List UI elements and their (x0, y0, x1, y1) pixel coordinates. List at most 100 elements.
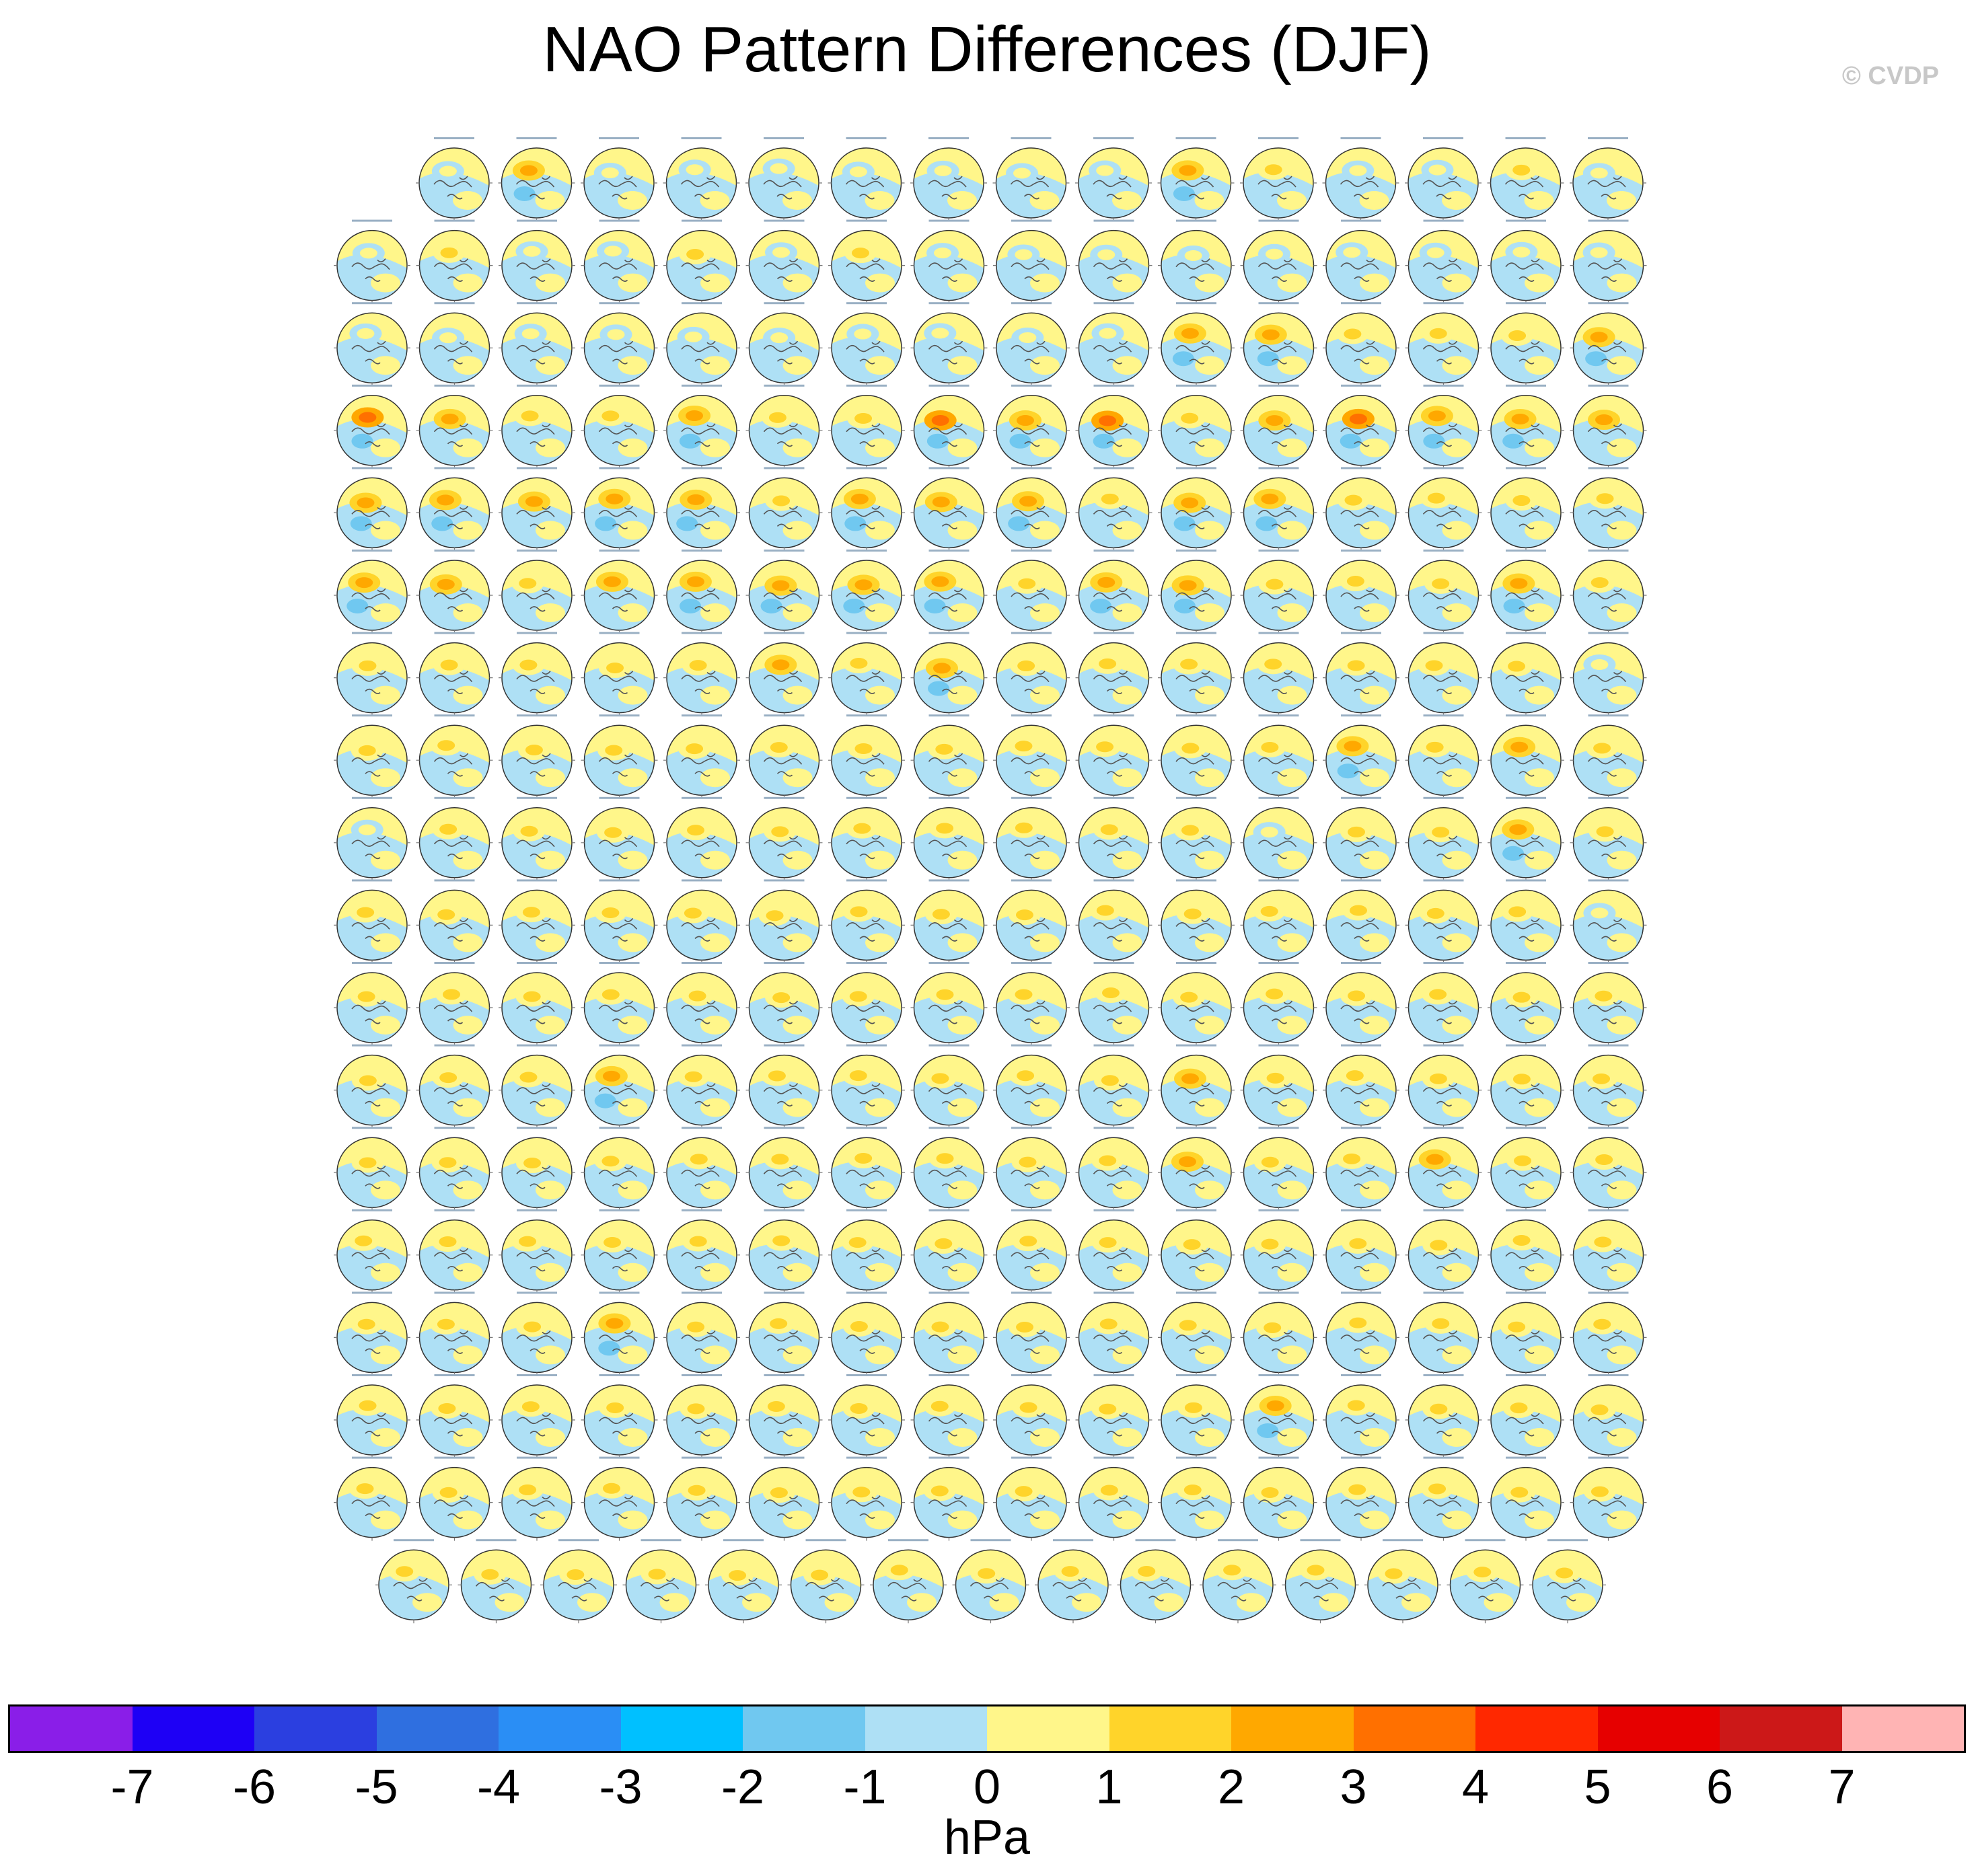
positive-anomaly-region (1030, 933, 1060, 952)
nao-difference-panel (1158, 1044, 1235, 1129)
coastline (351, 258, 390, 282)
panel-caption (1093, 1374, 1134, 1376)
anomaly-core (1099, 1403, 1117, 1415)
panel-caption (764, 467, 805, 470)
anomaly-core (770, 163, 788, 174)
anomaly-core (1510, 1487, 1529, 1498)
coastline (763, 1330, 803, 1354)
nao-difference-panel (663, 219, 740, 304)
positive-anomaly-region (1112, 521, 1142, 540)
colorbar-units-label: hPa (943, 1811, 1031, 1865)
negative-anomaly-region (925, 1093, 947, 1109)
nao-difference-panel (1158, 467, 1235, 552)
positive-anomaly-region (1277, 850, 1307, 870)
negative-anomaly-region (676, 1176, 698, 1191)
negative-anomaly-region (516, 681, 538, 696)
negative-anomaly-region (1175, 763, 1198, 779)
anomaly-core (1184, 1402, 1202, 1413)
nao-difference-panel (1323, 1044, 1399, 1129)
positive-anomaly-region (371, 438, 400, 457)
coastline (1505, 1248, 1544, 1272)
nao-difference-panel (416, 1374, 493, 1458)
panel-caption (352, 1044, 392, 1047)
coastline (928, 258, 967, 282)
positive-anomaly-region (947, 356, 978, 375)
panel-caption (434, 302, 475, 305)
nao-difference-panel (1405, 1209, 1482, 1293)
panel-caption (1011, 796, 1052, 799)
coastline (475, 1577, 515, 1602)
nao-difference-panel (375, 1539, 452, 1624)
coastline (1340, 1413, 1379, 1437)
panel-caption (846, 219, 887, 222)
negative-anomaly-region (1255, 268, 1278, 284)
positive-anomaly-region (1607, 1428, 1637, 1447)
coastline (1093, 1413, 1132, 1437)
panel-caption (1093, 302, 1134, 305)
nao-difference-panel (1323, 962, 1399, 1046)
positive-anomaly-region (618, 1180, 648, 1200)
anomaly-core (1183, 1485, 1202, 1496)
panel-caption (1176, 796, 1216, 799)
nao-difference-panel (334, 1209, 410, 1293)
positive-anomaly-region (536, 1180, 565, 1200)
anomaly-core (1349, 1238, 1367, 1249)
negative-anomaly-region (1091, 1341, 1113, 1356)
anomaly-core (359, 248, 377, 259)
anomaly-core (521, 1401, 540, 1413)
negative-anomaly-region (513, 846, 536, 861)
coastline (1422, 588, 1462, 612)
coastline (763, 423, 803, 447)
nao-difference-panel (1405, 796, 1482, 881)
anomaly-core (931, 328, 949, 339)
anomaly-core (1591, 577, 1609, 589)
anomaly-core (684, 907, 702, 919)
nao-difference-panel (1075, 1044, 1153, 1129)
positive-anomaly-region (1195, 1180, 1224, 1200)
negative-anomaly-region (594, 846, 616, 861)
negative-anomaly-region (1257, 1423, 1279, 1438)
negative-anomaly-region (1255, 846, 1277, 861)
anomaly-core (1593, 1318, 1611, 1330)
panel-caption (1423, 384, 1464, 387)
panel-caption (682, 632, 722, 634)
panel-caption (1341, 384, 1381, 387)
panel-caption (1588, 384, 1629, 387)
anomaly-core (1183, 908, 1202, 920)
panel-caption (599, 1291, 640, 1294)
positive-anomaly-region (947, 1510, 978, 1530)
positive-anomaly-region (371, 768, 400, 788)
panel-caption (1506, 384, 1546, 387)
panel-caption (1093, 219, 1134, 222)
anomaly-core (1509, 824, 1527, 835)
anomaly-core (356, 1483, 374, 1495)
negative-anomaly-region (433, 599, 455, 613)
anomaly-core (931, 1321, 949, 1333)
negative-anomaly-region (926, 928, 949, 944)
coastline (1011, 340, 1050, 365)
anomaly-core (605, 745, 623, 756)
negative-anomaly-region (1174, 1258, 1196, 1273)
anomaly-core (1430, 1403, 1448, 1415)
negative-anomaly-region (347, 1258, 369, 1273)
anomaly-core (688, 1485, 706, 1496)
negative-anomaly-region (1007, 1258, 1029, 1273)
positive-anomaly-region (1030, 1428, 1060, 1447)
coastline (516, 588, 555, 612)
anomaly-core (1349, 905, 1367, 916)
positive-anomaly-region (453, 1428, 483, 1447)
panel-caption (1423, 550, 1464, 552)
coastline (516, 835, 555, 860)
positive-anomaly-region (782, 1428, 813, 1447)
positive-anomaly-region (1607, 1016, 1637, 1035)
positive-anomaly-region (1607, 685, 1637, 705)
anomaly-core (1511, 414, 1529, 425)
positive-anomaly-region (1195, 1098, 1224, 1117)
panel-caption (1547, 1539, 1588, 1542)
panel-caption (1506, 1209, 1546, 1211)
coastline (1093, 1000, 1132, 1024)
panel-caption (928, 1291, 970, 1294)
negative-anomaly-region (474, 1588, 496, 1604)
nao-difference-panel (1075, 1456, 1153, 1541)
panel-caption (1423, 1374, 1464, 1376)
